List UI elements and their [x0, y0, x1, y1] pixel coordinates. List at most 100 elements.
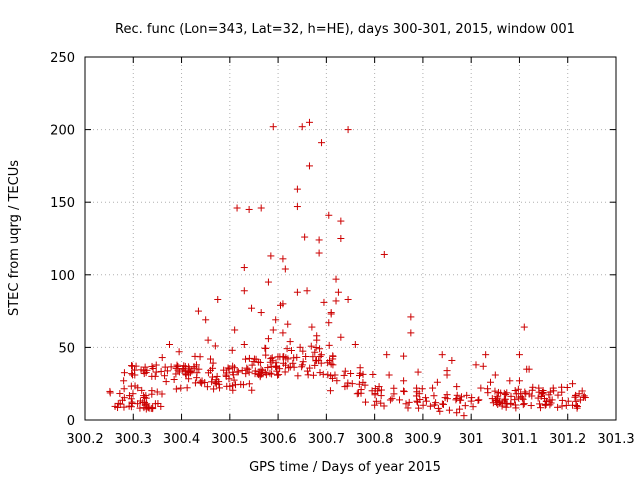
data-point [194, 307, 202, 315]
data-point [457, 396, 465, 404]
data-point [333, 377, 341, 385]
data-point [185, 368, 193, 376]
data-point [293, 353, 301, 361]
data-point [337, 333, 345, 341]
data-point [494, 394, 502, 402]
data-point [186, 369, 194, 377]
x-tick-label: 301.1 [501, 432, 538, 447]
data-point [273, 362, 281, 370]
data-point [284, 320, 292, 328]
data-point [142, 405, 150, 413]
data-point [282, 361, 290, 369]
data-point [507, 400, 515, 408]
data-point [581, 394, 589, 402]
data-point [120, 385, 128, 393]
data-point [257, 204, 265, 212]
data-point [316, 345, 324, 353]
data-point [388, 395, 396, 403]
data-point [128, 362, 136, 370]
data-point [167, 363, 175, 371]
data-point [369, 370, 377, 378]
data-point [562, 401, 570, 409]
data-point [443, 371, 451, 379]
points-layer [106, 118, 589, 420]
data-point [313, 336, 321, 344]
data-point [298, 363, 306, 371]
data-point [279, 329, 287, 337]
data-point [264, 278, 272, 286]
data-point [491, 371, 499, 379]
data-point [517, 393, 525, 401]
data-point [529, 383, 537, 391]
data-point [294, 372, 302, 380]
data-point [549, 384, 557, 392]
data-point [289, 359, 297, 367]
data-point [407, 329, 415, 337]
x-tick-label: 300.6 [259, 432, 296, 447]
data-point [191, 379, 199, 387]
data-point [120, 403, 128, 411]
data-point [240, 287, 248, 295]
data-point [212, 376, 220, 384]
data-point [172, 370, 180, 378]
data-point [332, 275, 340, 283]
data-point [149, 404, 157, 412]
data-point [580, 392, 588, 400]
data-point [293, 288, 301, 296]
data-point [299, 347, 307, 355]
data-point [275, 371, 283, 379]
data-point [507, 392, 515, 400]
data-point [264, 364, 272, 372]
data-point [521, 388, 529, 396]
data-point [512, 390, 520, 398]
data-point [311, 348, 319, 356]
data-point [120, 394, 128, 402]
data-point [248, 304, 256, 312]
data-point [240, 340, 248, 348]
data-point [422, 394, 430, 402]
data-point [136, 404, 144, 412]
data-point [311, 361, 319, 369]
data-point [180, 362, 188, 370]
data-point [259, 367, 267, 375]
data-point [520, 400, 528, 408]
data-point [536, 400, 544, 408]
data-point [486, 378, 494, 386]
data-point [359, 370, 367, 378]
data-point [317, 351, 325, 359]
data-point [299, 358, 307, 366]
y-tick-label: 200 [50, 124, 75, 139]
data-point [153, 388, 161, 396]
data-point [355, 380, 363, 388]
data-point [361, 381, 369, 389]
data-point [477, 384, 485, 392]
data-point [287, 347, 295, 355]
data-point [170, 375, 178, 383]
data-point [316, 352, 324, 360]
data-point [157, 402, 165, 410]
data-point [245, 368, 253, 376]
data-point [511, 401, 519, 409]
data-point [282, 354, 290, 362]
data-point [161, 363, 169, 371]
data-point [250, 355, 258, 363]
data-point [229, 362, 237, 370]
data-point [422, 397, 430, 405]
data-point [554, 403, 562, 411]
data-point [413, 388, 421, 396]
data-point [244, 365, 252, 373]
data-point [404, 404, 412, 412]
data-point [362, 398, 370, 406]
data-point [351, 340, 359, 348]
data-point [242, 370, 250, 378]
data-point [491, 387, 499, 395]
data-point [469, 403, 477, 411]
data-point [302, 352, 310, 360]
data-point [127, 395, 135, 403]
y-tick-label: 250 [50, 51, 75, 66]
data-point [430, 401, 438, 409]
data-point [298, 123, 306, 131]
y-tick-label: 50 [58, 341, 75, 356]
data-point [536, 404, 544, 412]
data-point [162, 378, 170, 386]
